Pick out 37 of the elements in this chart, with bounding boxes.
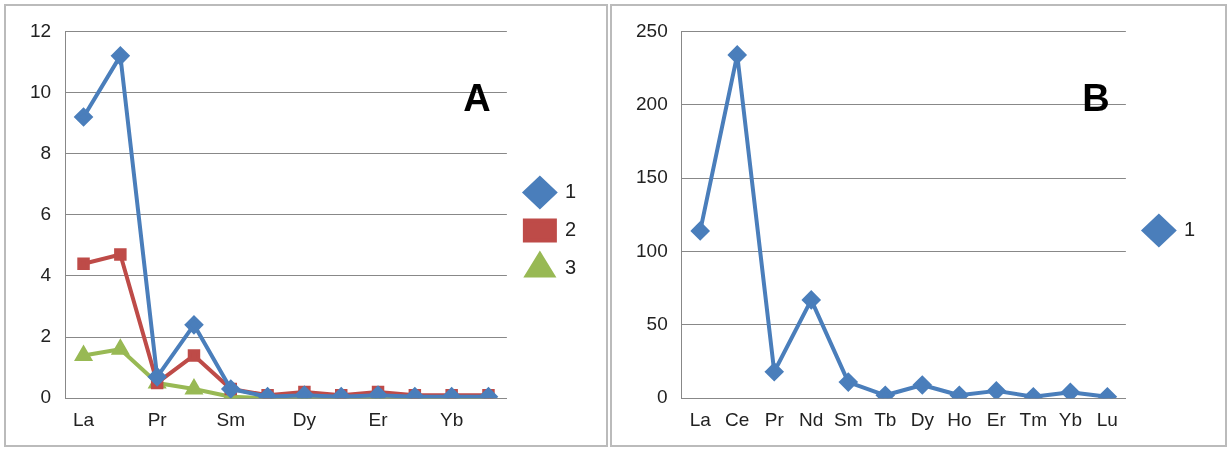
y-tick-label: 6	[40, 203, 52, 225]
legend-label: 3	[564, 256, 576, 279]
y-tick-label: 0	[40, 386, 52, 408]
y-tick-label: 12	[29, 19, 52, 41]
x-tick-label: Nd	[799, 408, 824, 430]
y-tick-label: 100	[636, 239, 668, 261]
y-tick-label: 2	[40, 325, 52, 347]
text: B	[1082, 77, 1110, 120]
y-tick-label: 50	[646, 313, 668, 335]
text: A	[463, 77, 491, 120]
x-tick-label: La	[72, 408, 95, 430]
x-tick-label: Pr	[147, 408, 168, 430]
x-tick-label: Dy	[910, 408, 935, 430]
legend-label: 1	[564, 180, 576, 203]
y-tick-label: 250	[636, 19, 668, 41]
x-tick-label: Er	[986, 408, 1007, 430]
x-tick-label: Lu	[1096, 408, 1118, 430]
legend-label: 2	[564, 218, 576, 241]
y-tick-label: 8	[40, 141, 52, 163]
x-tick-label: Pr	[764, 408, 785, 430]
x-tick-label: Sm	[834, 408, 863, 430]
y-tick-label: 0	[657, 386, 668, 408]
x-tick-label: La	[689, 408, 712, 430]
x-tick-label: Tb	[874, 408, 897, 430]
x-tick-label: Er	[368, 408, 389, 430]
x-tick-label: Ho	[947, 408, 972, 430]
y-tick-label: 4	[40, 264, 52, 286]
x-tick-label: Yb	[440, 408, 464, 430]
legend-label: 1	[1183, 218, 1195, 241]
y-tick-label: 150	[636, 166, 668, 188]
x-tick-label: Tm	[1019, 408, 1048, 430]
x-tick-label: Yb	[1058, 408, 1082, 430]
y-tick-label: 200	[636, 92, 668, 114]
x-tick-label: Ce	[725, 408, 750, 430]
x-tick-label: Sm	[216, 408, 246, 430]
y-tick-label: 10	[29, 80, 52, 102]
x-tick-label: Dy	[292, 408, 317, 430]
